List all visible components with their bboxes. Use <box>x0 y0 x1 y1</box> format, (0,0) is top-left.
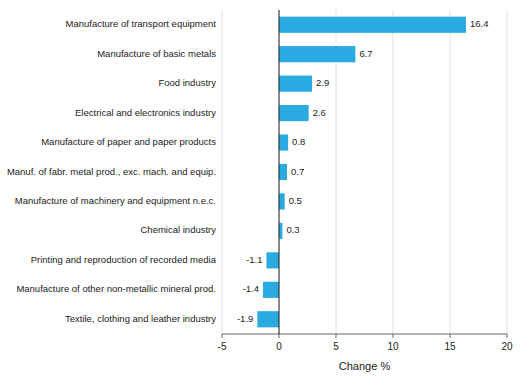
x-axis-line <box>222 334 507 335</box>
tick-mark <box>222 334 223 338</box>
tick-label: 0 <box>276 341 282 352</box>
bar <box>279 134 288 150</box>
category-label: Manufacture of other non-metallic minera… <box>16 283 216 294</box>
bar <box>279 164 287 180</box>
bar <box>279 223 282 239</box>
data-label: 0.3 <box>286 224 299 235</box>
bars <box>257 17 466 328</box>
grid-line <box>222 10 223 334</box>
bar <box>279 46 355 62</box>
bar <box>279 193 285 209</box>
grid-line <box>393 10 394 334</box>
zero-line <box>279 10 280 334</box>
data-label: 0.7 <box>291 166 304 177</box>
tick-label: 15 <box>444 341 456 352</box>
chart: Textile, clothing and leather industry Ma… <box>0 0 529 378</box>
tick-mark <box>279 334 280 338</box>
data-label: -1.1 <box>246 254 262 265</box>
bar <box>266 252 279 268</box>
grid-line <box>279 10 280 334</box>
data-label: 6.7 <box>359 48 372 59</box>
data-label: 0.5 <box>289 195 302 206</box>
category-label: Manufacture of basic metals <box>97 48 216 59</box>
tick-mark <box>336 334 337 338</box>
bar <box>263 282 279 298</box>
bar <box>257 311 279 327</box>
category-label: Manuf. of fabr. metal prod., exc. mach. … <box>7 166 216 177</box>
tick-mark <box>393 334 394 338</box>
category-label: Electrical and electronics industry <box>75 107 216 118</box>
grid <box>222 10 507 334</box>
tick-label: 10 <box>387 341 399 352</box>
data-label: 16.4 <box>470 18 489 29</box>
bar <box>279 17 466 33</box>
x-axis: -5 0 5 10 15 20 <box>218 334 513 352</box>
tick-label: -5 <box>218 341 227 352</box>
category-label: Printing and reproduction of recorded me… <box>31 254 217 265</box>
category-label: Chemical industry <box>141 224 217 235</box>
bar <box>279 105 309 121</box>
data-label: -1.9 <box>237 313 253 324</box>
grid-line <box>450 10 451 334</box>
y-axis-labels: Textile, clothing and leather industry Ma… <box>7 18 217 324</box>
category-label: Food industry <box>158 77 216 88</box>
tick-label: 20 <box>501 341 513 352</box>
tick-mark <box>507 334 508 338</box>
tick-label: 5 <box>333 341 339 352</box>
bar <box>279 76 312 92</box>
data-labels: -1.9 -1.4 -1.1 0.3 0.5 0.7 0.8 2.6 2.9 6.7 16.4 <box>237 18 488 324</box>
chart-container: Textile, clothing and leather industry Ma… <box>0 0 529 378</box>
category-label: Manufacture of paper and paper products <box>41 136 216 147</box>
x-axis-label: Change % <box>339 360 391 372</box>
grid-line <box>507 10 508 334</box>
data-label: 2.9 <box>316 77 329 88</box>
data-label: 2.6 <box>313 107 326 118</box>
tick-mark <box>450 334 451 338</box>
data-label: 0.8 <box>292 136 305 147</box>
category-label: Manufacture of transport equipment <box>65 18 216 29</box>
category-label: Manufacture of machinery and equipment n… <box>15 195 216 206</box>
data-label: -1.4 <box>243 283 259 294</box>
category-label: Textile, clothing and leather industry <box>65 313 216 324</box>
